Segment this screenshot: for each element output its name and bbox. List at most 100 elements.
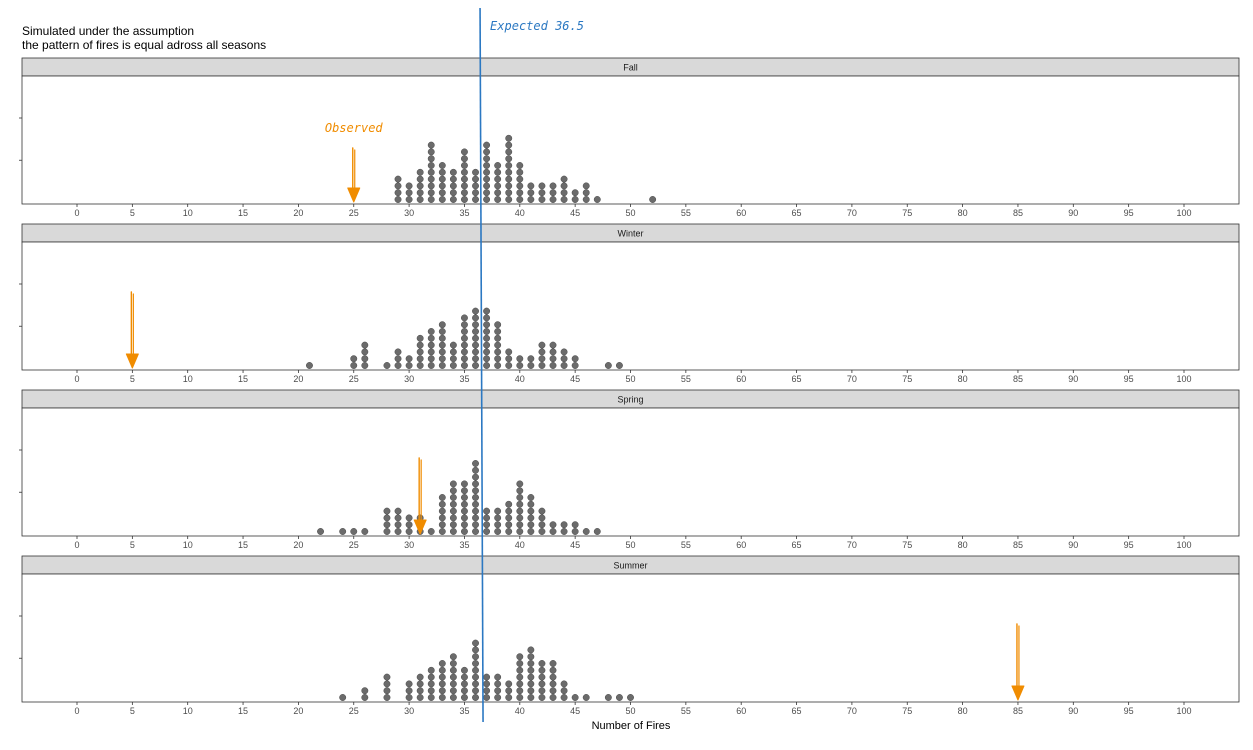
data-dot — [461, 500, 468, 508]
data-dot — [582, 189, 590, 197]
data-dot — [449, 355, 457, 363]
data-dot — [405, 514, 413, 522]
data-dot — [516, 660, 524, 667]
data-dot — [516, 666, 524, 674]
data-dot — [383, 680, 391, 688]
data-dot — [394, 514, 402, 522]
data-dot — [604, 694, 612, 701]
data-dot — [549, 694, 557, 701]
data-dot — [494, 162, 502, 169]
data-dot — [538, 507, 546, 515]
data-dot — [394, 355, 402, 363]
data-dot — [516, 507, 524, 515]
data-dot — [494, 168, 502, 176]
data-dot — [472, 680, 479, 688]
data-dot — [538, 341, 546, 349]
facet-panel-fall: Fall 0 5 10 15 20 25 30 35 40 45 50 55 60 65 70 75 80 85 90… — [19, 57, 1240, 218]
data-dot — [505, 141, 513, 149]
data-dot — [438, 680, 446, 688]
data-dot — [438, 687, 446, 695]
data-dot — [472, 355, 479, 363]
data-dot — [549, 660, 557, 667]
data-dot — [571, 362, 579, 369]
data-dot — [461, 328, 468, 335]
x-tick-label: 55 — [681, 540, 691, 550]
data-dot — [538, 666, 546, 674]
data-dot — [472, 494, 479, 501]
data-dot — [449, 182, 457, 190]
data-dot — [383, 528, 391, 535]
x-tick-label: 90 — [1068, 540, 1078, 550]
data-dot — [472, 341, 479, 349]
data-dot — [560, 196, 568, 203]
data-dot — [527, 182, 535, 190]
x-tick-label: 75 — [902, 208, 912, 218]
data-dot — [438, 528, 446, 535]
x-tick-label: 75 — [902, 706, 912, 716]
data-dot — [527, 494, 535, 501]
data-dot — [505, 162, 513, 169]
data-dot — [317, 528, 324, 535]
data-dot — [494, 175, 502, 183]
data-dot — [449, 189, 457, 197]
data-dot — [483, 175, 491, 183]
data-dot — [438, 514, 446, 522]
data-dot — [505, 168, 513, 176]
data-dot — [538, 189, 546, 197]
data-dot — [560, 175, 568, 183]
data-dot — [549, 196, 557, 203]
facet-strip-label: Summer — [613, 561, 647, 571]
x-tick-label: 15 — [238, 540, 248, 550]
x-tick-label: 100 — [1176, 706, 1191, 716]
data-dot — [405, 528, 413, 535]
data-dot — [582, 196, 590, 203]
data-dot — [461, 314, 468, 322]
data-dot — [527, 680, 535, 688]
x-tick-label: 90 — [1068, 374, 1078, 384]
x-tick-label: 45 — [570, 374, 580, 384]
x-tick-label: 0 — [74, 706, 79, 716]
data-dot — [416, 341, 424, 349]
data-dot — [461, 694, 468, 701]
data-dot — [438, 162, 446, 169]
data-dot — [505, 680, 513, 688]
panel-body — [21, 407, 1240, 537]
data-dot — [461, 321, 468, 329]
data-dot — [449, 341, 457, 349]
data-dot — [438, 673, 446, 681]
data-dot — [483, 673, 491, 681]
data-dot — [416, 687, 424, 695]
data-dot — [505, 507, 513, 515]
x-tick-label: 40 — [515, 540, 525, 550]
data-dot — [538, 660, 546, 667]
x-tick-label: 50 — [625, 706, 635, 716]
observed-arrow-head — [125, 353, 139, 369]
data-dot — [516, 175, 524, 183]
data-dot — [549, 521, 557, 529]
x-tick-label: 90 — [1068, 706, 1078, 716]
data-dot — [472, 473, 479, 481]
data-dot — [527, 514, 535, 522]
x-tick-label: 5 — [130, 706, 135, 716]
data-dot — [527, 528, 535, 535]
data-dot — [438, 521, 446, 529]
data-dot — [472, 460, 479, 467]
data-dot — [494, 694, 502, 701]
data-dot — [472, 694, 479, 701]
data-dot — [449, 528, 457, 535]
data-dot — [449, 500, 457, 508]
data-dot — [427, 528, 435, 535]
title-line-2: the pattern of fires is equal adross all… — [22, 38, 266, 52]
x-tick-label: 30 — [404, 374, 414, 384]
x-tick-label: 75 — [902, 540, 912, 550]
data-dot — [538, 521, 546, 529]
data-dot — [538, 673, 546, 681]
x-tick-label: 65 — [792, 208, 802, 218]
data-dot — [505, 362, 513, 369]
data-dot — [494, 528, 502, 535]
data-dot — [472, 168, 479, 176]
data-dot — [438, 348, 446, 356]
data-dot — [461, 348, 468, 356]
dot-series — [317, 460, 601, 535]
data-dot — [461, 521, 468, 529]
